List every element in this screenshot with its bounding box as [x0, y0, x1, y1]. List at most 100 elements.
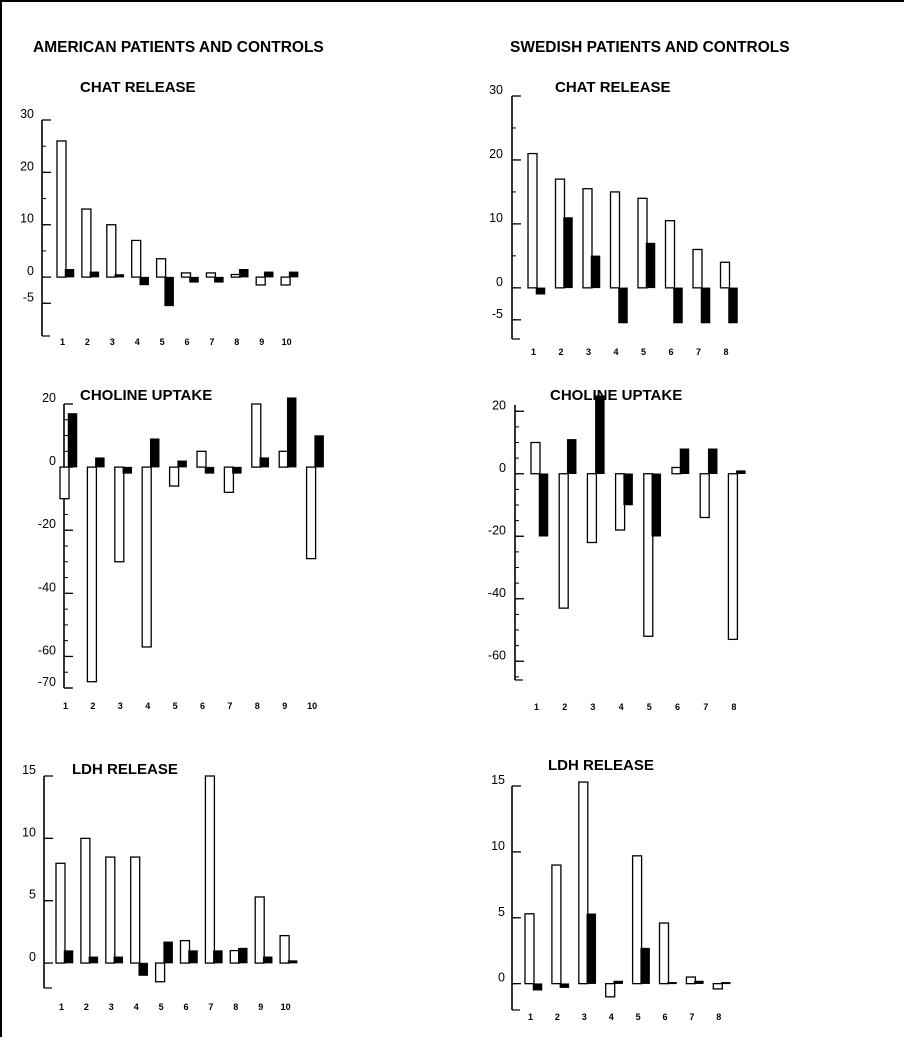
- bar-open: [80, 837, 91, 964]
- y-tick-label: -70: [38, 675, 56, 689]
- category-label: 2: [562, 702, 567, 712]
- category-label: 5: [636, 1012, 641, 1022]
- bar-open: [586, 473, 598, 544]
- bar-filled: [667, 982, 677, 985]
- y-tick-label: 20: [489, 147, 503, 161]
- bar-open: [692, 248, 703, 289]
- category-label: 1: [528, 1012, 533, 1022]
- bar-filled: [95, 457, 105, 468]
- category-label: 10: [281, 1002, 291, 1012]
- y-tick-label: 0: [496, 275, 503, 289]
- panel-3: LDH RELEASE 15 10 5 0 1 2 3 4 5 6 7 8 9 10: [22, 761, 298, 1012]
- y-tick-label: 0: [49, 454, 56, 468]
- bar-filled: [63, 950, 74, 964]
- bar-open: [631, 855, 643, 985]
- y-tick-label: -40: [488, 586, 506, 600]
- bar-open: [131, 239, 142, 278]
- y-tick-label: 20: [20, 159, 34, 173]
- bar-open: [114, 466, 125, 563]
- bar-filled: [139, 276, 149, 286]
- category-label: 6: [668, 347, 673, 357]
- category-label: 8: [255, 701, 260, 711]
- y-tick-label: 10: [20, 212, 34, 226]
- bar-open: [637, 197, 648, 289]
- category-label: 5: [173, 701, 178, 711]
- bar-open: [280, 276, 291, 286]
- bar-open: [205, 272, 217, 278]
- bar-filled: [535, 287, 546, 295]
- category-label: 9: [258, 1002, 263, 1012]
- category-label: 1: [60, 337, 65, 347]
- bar-open: [105, 856, 116, 964]
- bar-filled: [721, 982, 731, 985]
- bar-open: [558, 473, 569, 609]
- y-tick-label: 10: [489, 211, 503, 225]
- bar-open: [527, 152, 538, 289]
- category-label: 4: [135, 337, 140, 347]
- bar-filled: [645, 242, 656, 289]
- category-label: 8: [731, 702, 736, 712]
- category-label: 6: [184, 337, 189, 347]
- category-label: 3: [582, 1012, 587, 1022]
- bar-open: [685, 976, 697, 985]
- bar-filled: [213, 950, 223, 964]
- bar-open: [229, 949, 240, 964]
- bar-filled: [563, 217, 573, 289]
- y-tick-label: -5: [492, 307, 503, 321]
- bar-filled: [164, 276, 174, 307]
- panel-6: LDH RELEASE 15 10 5 0 1 2 3 4 5 6 7 8: [491, 757, 731, 1022]
- category-label: 3: [118, 701, 123, 711]
- category-label: 6: [200, 701, 205, 711]
- y-tick-label: 0: [498, 971, 505, 985]
- bar-filled: [566, 439, 577, 474]
- category-label: 1: [531, 347, 536, 357]
- bar-filled: [618, 287, 628, 324]
- bar-filled: [559, 983, 570, 988]
- category-label: 5: [159, 1002, 164, 1012]
- category-label: 3: [586, 347, 591, 357]
- bar-open: [130, 856, 141, 964]
- y-tick-label: 5: [29, 888, 36, 902]
- category-label: 2: [555, 1012, 560, 1022]
- category-label: 3: [590, 702, 595, 712]
- category-label: 10: [307, 701, 317, 711]
- category-label: 3: [110, 337, 115, 347]
- y-tick-label: -60: [488, 648, 506, 662]
- category-label: 6: [675, 702, 680, 712]
- panel-title: LDH RELEASE: [72, 761, 178, 778]
- bar-open: [279, 934, 290, 964]
- bar-open: [168, 466, 180, 487]
- swedish-column-heading: SWEDISH PATIENTS AND CONTROLS: [510, 39, 790, 56]
- bar-open: [106, 224, 117, 278]
- y-tick-label: 10: [22, 825, 36, 839]
- bar-open: [305, 466, 317, 560]
- category-label: 2: [90, 701, 95, 711]
- category-label: 8: [234, 337, 239, 347]
- y-tick-label: 30: [489, 83, 503, 97]
- bar-filled: [640, 947, 650, 984]
- category-label: 6: [183, 1002, 188, 1012]
- bar-open: [55, 862, 66, 964]
- y-tick-label: 5: [498, 905, 505, 919]
- bar-filled: [287, 960, 298, 964]
- bar-filled: [214, 276, 224, 283]
- bar-filled: [88, 956, 99, 964]
- bar-open: [530, 441, 541, 475]
- bar-filled: [538, 473, 549, 537]
- bar-open: [230, 273, 241, 278]
- bar-filled: [651, 473, 662, 537]
- bar-filled: [586, 913, 597, 984]
- y-tick-label: 15: [491, 773, 505, 787]
- bar-filled: [259, 457, 270, 468]
- bar-open: [196, 450, 207, 468]
- category-label: 8: [233, 1002, 238, 1012]
- panel-title: LDH RELEASE: [548, 757, 654, 774]
- y-tick-label: 30: [20, 107, 34, 121]
- category-label: 4: [609, 1012, 614, 1022]
- category-label: 10: [282, 337, 292, 347]
- y-tick-label: 15: [22, 763, 36, 777]
- bar-open: [643, 473, 654, 637]
- category-label: 7: [703, 702, 708, 712]
- category-label: 4: [134, 1002, 139, 1012]
